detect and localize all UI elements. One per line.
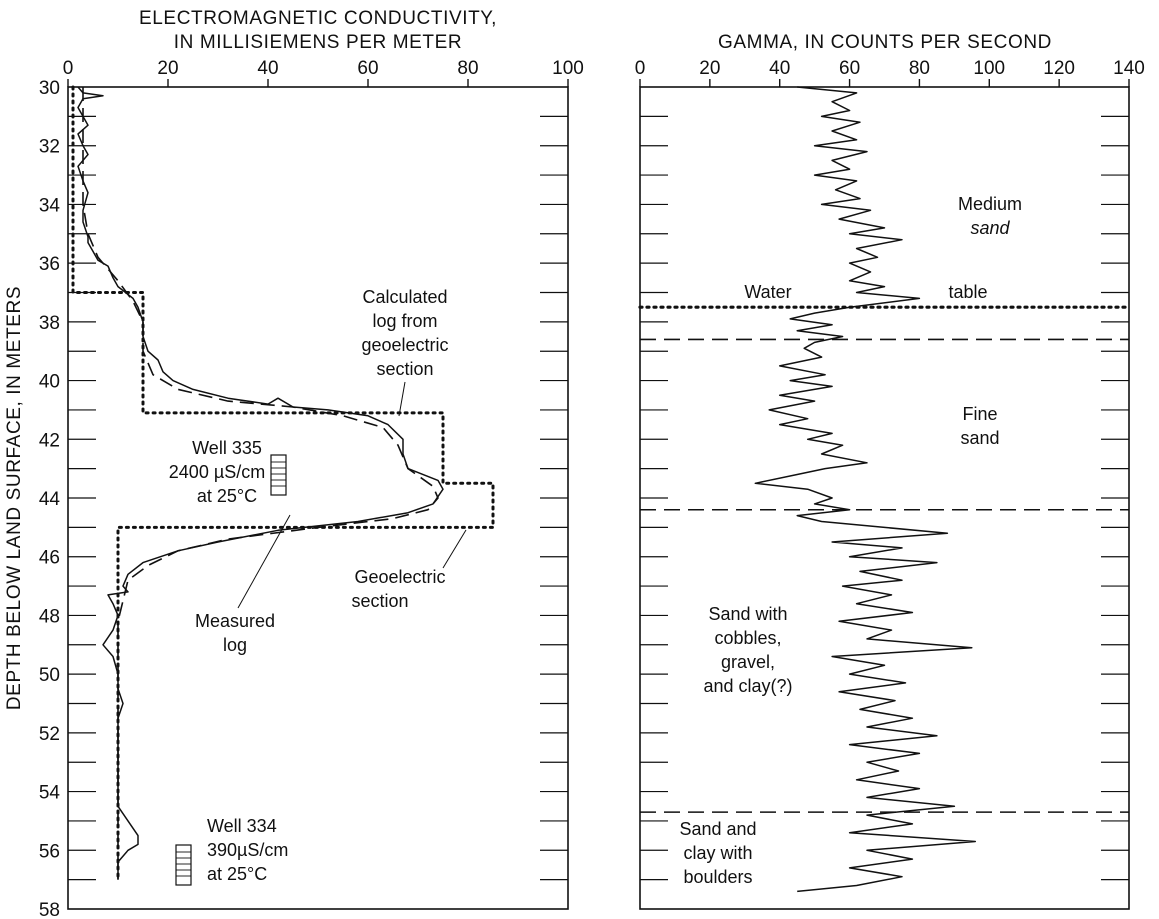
conductivity-x-ticks: 0 20 40 60 80 100 <box>63 58 584 87</box>
annotation-well334-1: Well 334 <box>207 816 277 836</box>
gamma-x-ticks: 0 20 40 60 80 100 120 140 <box>635 58 1145 87</box>
series-line-0-2 <box>71 85 495 882</box>
annotation-cobbles-1: Sand with <box>708 604 787 624</box>
annotation-fine-sand-2: sand <box>960 428 999 448</box>
annotation-geoelectric-1: Geoelectric <box>354 567 445 587</box>
gamma-series <box>754 86 977 893</box>
x-tick-label: 140 <box>1113 58 1145 79</box>
annotation-calculated-4: section <box>376 359 433 379</box>
x-tick-label: 20 <box>157 58 178 79</box>
gamma-title: GAMMA, IN COUNTS PER SECOND <box>718 32 1052 53</box>
y-tick-label: 54 <box>39 783 61 804</box>
y-tick-label: 34 <box>39 195 61 216</box>
series-line-0-0 <box>77 86 444 880</box>
y-tick-label: 30 <box>39 78 60 99</box>
x-tick-label: 80 <box>457 58 478 79</box>
x-tick-label: 120 <box>1043 58 1075 79</box>
annotation-calculated-3: geoelectric <box>361 335 448 355</box>
annotation-geoelectric-2: section <box>351 591 408 611</box>
x-tick-label: 100 <box>973 58 1005 79</box>
annotation-boulders-2: clay with <box>683 843 752 863</box>
geoelectric-leader-line <box>442 529 467 569</box>
annotation-calculated-2: log from <box>372 311 437 331</box>
x-tick-label: 40 <box>769 58 790 79</box>
x-tick-label: 0 <box>635 58 646 79</box>
y-tick-label: 32 <box>39 137 60 158</box>
y-tick-label: 50 <box>39 665 60 686</box>
annotation-medium-sand-1: Medium <box>958 194 1022 214</box>
annotation-table: table <box>948 282 987 302</box>
conductivity-title-line1: ELECTROMAGNETIC CONDUCTIVITY, <box>139 8 497 29</box>
conductivity-title-line2: IN MILLISIEMENS PER METER <box>174 32 462 53</box>
y-tick-label: 48 <box>39 606 60 627</box>
annotation-measured-1: Measured <box>195 611 275 631</box>
y-tick-label: 46 <box>39 548 60 569</box>
y-tick-label: 40 <box>39 372 60 393</box>
depth-y-ticks: 30 32 34 36 38 40 42 44 46 48 50 52 54 56 58 <box>39 78 568 919</box>
annotation-well334-2: 390µS/cm <box>207 840 288 860</box>
x-tick-label: 80 <box>909 58 930 79</box>
annotation-cobbles-4: and clay(?) <box>703 676 792 696</box>
x-tick-label: 20 <box>699 58 720 79</box>
calculated-leader-line <box>398 381 406 417</box>
annotation-boulders-1: Sand and <box>679 819 756 839</box>
annotation-cobbles-2: cobbles, <box>714 628 781 648</box>
x-tick-label: 60 <box>839 58 860 79</box>
y-tick-label: 44 <box>39 489 61 510</box>
annotation-medium-sand-2: sand <box>970 218 1010 238</box>
conductivity-series <box>71 85 495 882</box>
annotation-calculated-1: Calculated <box>362 287 447 307</box>
well334-screen-symbol <box>175 844 192 886</box>
y-tick-label: 52 <box>39 724 60 745</box>
conductivity-plot-frame <box>67 86 569 910</box>
lithology-boundaries <box>638 305 1131 813</box>
annotation-fine-sand-1: Fine <box>962 404 997 424</box>
annotation-well335-2: 2400 µS/cm <box>169 462 265 482</box>
gamma-plot-frame <box>639 86 1130 910</box>
y-tick-label: 58 <box>39 900 60 919</box>
measured-leader-line <box>237 514 291 609</box>
x-tick-label: 60 <box>357 58 378 79</box>
y-tick-label: 38 <box>39 313 60 334</box>
annotation-boulders-3: boulders <box>683 867 752 887</box>
conductivity-panel: ELECTROMAGNETIC CONDUCTIVITY, IN MILLISI… <box>4 8 584 919</box>
y-tick-label: 56 <box>39 841 60 862</box>
annotation-well335-3: at 25°C <box>197 486 257 506</box>
well335-screen-symbol <box>270 454 287 496</box>
annotation-measured-2: log <box>223 635 247 655</box>
annotation-cobbles-3: gravel, <box>721 652 775 672</box>
y-tick-label: 42 <box>39 430 60 451</box>
annotation-water: Water <box>744 282 791 302</box>
x-tick-label: 100 <box>552 58 584 79</box>
gamma-y-tick-marks <box>640 115 1129 881</box>
annotation-well334-3: at 25°C <box>207 864 267 884</box>
depth-axis-label: DEPTH BELOW LAND SURFACE, IN METERS <box>4 286 25 710</box>
series-line-1-0 <box>754 86 977 893</box>
x-tick-label: 0 <box>63 58 74 79</box>
annotation-well335-1: Well 335 <box>192 438 262 458</box>
gamma-panel: GAMMA, IN COUNTS PER SECOND 0 20 40 60 80 100… <box>635 32 1145 910</box>
x-tick-label: 40 <box>257 58 278 79</box>
series-line-0-1 <box>82 87 439 880</box>
y-tick-label: 36 <box>39 254 60 275</box>
